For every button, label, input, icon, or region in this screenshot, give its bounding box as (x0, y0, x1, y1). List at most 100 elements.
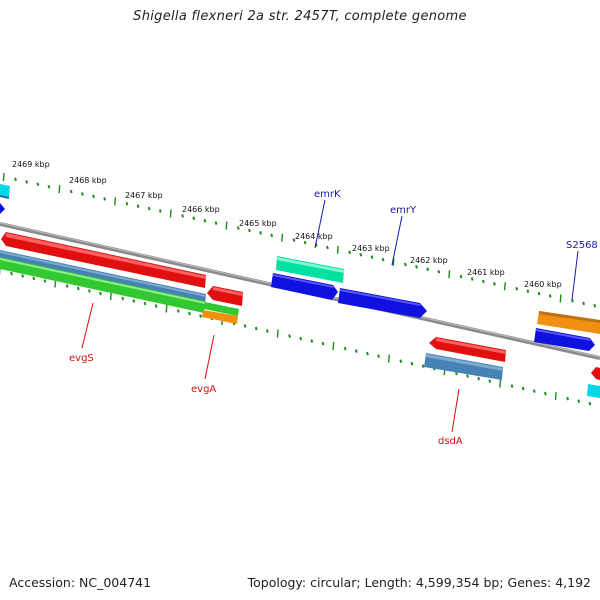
gene-label-dsdA[interactable]: dsdA (438, 436, 463, 447)
gene-evgA-red[interactable] (207, 286, 243, 306)
gene-evgA-green[interactable] (204, 302, 239, 316)
minor-tick (470, 277, 474, 281)
minor-tick (36, 182, 40, 187)
minor-tick (243, 324, 247, 328)
minor-tick (158, 209, 162, 213)
major-tick (225, 221, 228, 230)
minor-tick (421, 364, 425, 368)
minor-tick (521, 386, 525, 391)
major-tick (169, 209, 172, 218)
major-tick (109, 291, 112, 301)
minor-tick (426, 267, 430, 272)
minor-tick (366, 351, 369, 356)
minor-tick (288, 334, 291, 338)
kbp-label: 2462 kbp (410, 256, 448, 265)
major-tick (499, 379, 502, 388)
genome-title: Shigella flexneri 2a str. 2457T, complet… (133, 9, 467, 24)
major-tick (392, 257, 395, 267)
gene-emrK[interactable] (276, 256, 344, 283)
minor-tick (270, 233, 274, 238)
minor-tick (577, 399, 581, 403)
gene-label-evgS[interactable]: evgS (69, 353, 94, 364)
gene-dsdA-steel[interactable] (424, 353, 503, 380)
major-tick (554, 392, 557, 401)
minor-tick (32, 276, 36, 281)
minor-tick (154, 304, 158, 308)
gene-dsdA-red[interactable] (429, 337, 506, 362)
minor-tick (25, 180, 29, 184)
major-tick (559, 294, 562, 303)
gene-S2568-lower[interactable] (534, 328, 595, 351)
minor-tick (437, 269, 441, 274)
minor-tick (199, 314, 202, 318)
minor-tick (203, 218, 207, 223)
gene-emrK-lower[interactable] (271, 273, 338, 300)
major-tick (387, 354, 390, 363)
kbp-label: 2461 kbp (467, 268, 505, 277)
minor-tick (381, 257, 385, 262)
minor-tick (76, 286, 80, 291)
gene-label-emrY[interactable]: emrY (390, 205, 417, 216)
minor-tick (299, 336, 303, 341)
minor-tick (121, 296, 125, 301)
minor-tick (566, 396, 569, 401)
minor-tick (188, 311, 191, 316)
gene-label-evgA[interactable]: evgA (191, 384, 216, 395)
minor-tick (176, 309, 180, 313)
minor-tick (532, 389, 536, 393)
gene-evgA-orange[interactable] (202, 310, 238, 324)
gene-evgS-green[interactable] (0, 257, 205, 313)
gene-cyan-right-edge[interactable] (587, 384, 600, 398)
minor-tick (81, 192, 84, 196)
S2568-connector (571, 250, 579, 301)
minor-tick (510, 384, 514, 388)
dsdA-connector (451, 388, 460, 433)
minor-tick (343, 346, 347, 351)
minor-tick (404, 262, 407, 267)
gene-red-right-edge[interactable] (591, 367, 600, 380)
minor-tick (254, 326, 258, 331)
minor-tick (455, 371, 458, 376)
major-tick (276, 329, 279, 338)
minor-tick (537, 291, 541, 296)
gene-evgS-red[interactable] (1, 232, 206, 288)
minor-tick (43, 279, 47, 283)
major-tick (281, 233, 284, 242)
minor-tick (488, 379, 492, 383)
minor-tick (47, 184, 51, 189)
minor-tick (181, 214, 184, 218)
gene-emrY[interactable] (338, 288, 427, 318)
emrK-connector (314, 199, 326, 249)
minor-tick (259, 231, 262, 235)
minor-tick (348, 250, 352, 255)
gene-label-S2568[interactable]: S2568 (566, 240, 598, 251)
gene-cyan-left[interactable] (0, 184, 10, 199)
minor-tick (321, 341, 325, 346)
kbp-label: 2467 kbp (125, 191, 163, 200)
minor-tick (65, 284, 69, 288)
kbp-label: 2466 kbp (182, 205, 220, 214)
minor-tick (415, 265, 418, 269)
genome-summary-text: Topology: circular; Length: 4,599,354 bp… (247, 575, 591, 590)
minor-tick (548, 294, 552, 298)
minor-tick (265, 329, 269, 333)
minor-tick (21, 274, 25, 278)
gene-blue-left[interactable] (0, 203, 5, 214)
minor-tick (481, 279, 485, 284)
kbp-label: 2465 kbp (239, 219, 277, 228)
minor-tick (88, 289, 91, 293)
minor-tick (354, 349, 358, 353)
kbp-label: 2464 kbp (295, 232, 333, 241)
evgA-connector (204, 334, 215, 380)
gene-label-emrK[interactable]: emrK (314, 189, 341, 200)
major-tick (448, 270, 451, 279)
minor-tick (143, 301, 147, 306)
emrY-connector (391, 215, 403, 266)
gene-S2568-upper[interactable] (537, 311, 600, 334)
minor-tick (410, 361, 414, 366)
minor-tick (10, 271, 13, 276)
minor-tick (582, 301, 585, 306)
major-tick (58, 185, 61, 194)
minor-tick (132, 299, 136, 303)
minor-tick (326, 245, 329, 250)
